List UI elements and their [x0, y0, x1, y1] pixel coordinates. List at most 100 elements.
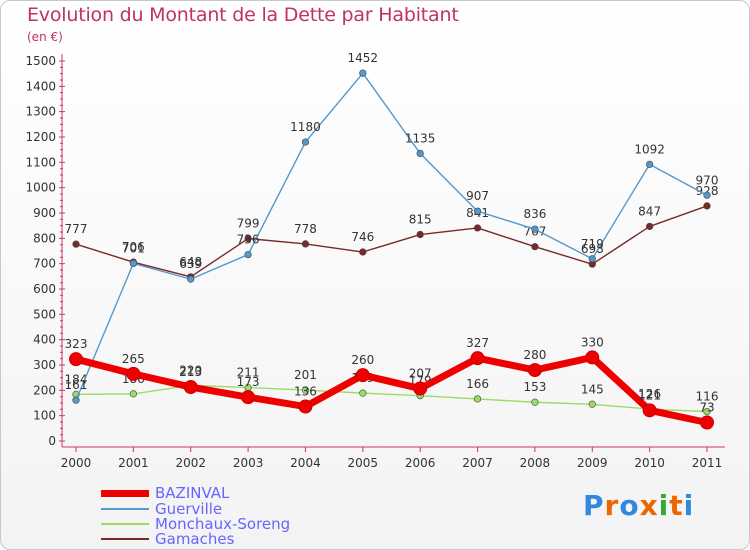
data-point-guerville	[244, 250, 252, 259]
data-point-gamaches	[359, 248, 367, 256]
logo-letter: i	[658, 489, 670, 522]
data-point-gamaches	[703, 202, 711, 210]
data-point-monchaux-soreng	[301, 386, 310, 394]
x-tick-label: 2011	[692, 456, 723, 470]
logo-letter: o	[619, 489, 640, 522]
data-label-bazinval: 327	[466, 336, 489, 350]
data-label-gamaches: 928	[696, 184, 719, 198]
data-point-guerville	[301, 138, 310, 146]
data-point-monchaux-soreng	[359, 389, 367, 397]
data-label-monchaux-soreng: 145	[581, 382, 604, 396]
data-label-bazinval: 207	[409, 367, 432, 381]
y-tick-label: 1300	[25, 105, 56, 119]
legend-label-bazinval: BAZINVAL	[155, 484, 230, 502]
y-tick-label: 1000	[25, 181, 56, 195]
data-label-monchaux-soreng: 220	[179, 363, 202, 377]
data-point-gamaches	[646, 222, 654, 231]
legend-swatch-monchaux-soreng	[101, 523, 149, 525]
data-label-monchaux-soreng: 166	[466, 377, 489, 391]
chart-title: Evolution du Montant de la Dette par Hab…	[27, 4, 459, 26]
data-label-gamaches: 815	[409, 213, 432, 227]
data-label-guerville: 736	[237, 233, 260, 247]
data-label-monchaux-soreng: 116	[696, 390, 719, 404]
data-label-monchaux-soreng: 153	[523, 380, 546, 394]
legend-swatch-guerville	[101, 508, 149, 510]
data-label-guerville: 1180	[290, 120, 321, 134]
data-label-guerville: 907	[466, 189, 489, 203]
data-label-gamaches: 847	[638, 204, 661, 218]
data-point-bazinval	[355, 368, 370, 383]
data-label-guerville: 719	[581, 237, 604, 251]
data-point-gamaches	[531, 243, 539, 251]
x-tick-label: 2002	[175, 456, 206, 470]
data-point-bazinval	[470, 351, 485, 366]
y-tick-label: 800	[33, 231, 56, 245]
data-label-guerville: 970	[696, 173, 719, 187]
data-point-guerville	[187, 275, 195, 283]
data-label-bazinval: 213	[179, 365, 202, 379]
x-tick-label: 2005	[348, 456, 379, 470]
logo-letter: t	[669, 489, 684, 522]
data-label-gamaches: 746	[351, 230, 374, 244]
data-label-guerville: 701	[122, 241, 145, 255]
series-line-gamaches	[75, 205, 708, 278]
data-label-guerville: 639	[179, 257, 202, 271]
data-label-gamaches: 799	[237, 217, 260, 231]
data-point-monchaux-soreng	[703, 408, 711, 416]
data-point-bazinval	[183, 380, 198, 395]
x-tick-label: 2008	[520, 456, 551, 470]
x-tick-label: 2007	[462, 456, 493, 470]
data-label-gamaches: 778	[294, 222, 317, 236]
y-tick-label: 500	[33, 307, 56, 321]
x-tick-label: 2003	[233, 456, 264, 470]
data-label-guerville: 1452	[348, 51, 379, 65]
y-tick-label: 600	[33, 282, 56, 296]
logo-letter: x	[639, 489, 659, 522]
data-point-bazinval	[126, 366, 141, 381]
data-point-gamaches	[244, 234, 252, 243]
legend-swatch-bazinval	[101, 490, 149, 497]
data-point-monchaux-soreng	[531, 398, 539, 406]
data-point-monchaux-soreng	[473, 395, 482, 403]
data-label-monchaux-soreng: 201	[294, 368, 317, 382]
logo-letter: r	[604, 489, 620, 522]
data-point-guerville	[646, 160, 654, 168]
data-point-gamaches	[473, 224, 482, 232]
data-point-monchaux-soreng	[588, 400, 596, 408]
data-label-bazinval: 265	[122, 352, 145, 366]
y-tick-label: 900	[33, 206, 56, 220]
data-label-guerville: 836	[523, 207, 546, 221]
data-point-gamaches	[301, 240, 310, 248]
x-tick-label: 2009	[577, 456, 608, 470]
data-point-gamaches	[72, 240, 80, 248]
chart-subtitle: (en €)	[27, 30, 63, 44]
legend-label-gamaches: Gamaches	[155, 530, 235, 548]
data-point-bazinval	[413, 381, 428, 396]
series-line-guerville	[75, 72, 708, 401]
data-point-bazinval	[642, 403, 657, 418]
data-point-guerville	[72, 396, 80, 404]
data-label-gamaches: 706	[122, 240, 145, 254]
data-point-gamaches	[416, 230, 424, 239]
x-tick-label: 2006	[405, 456, 436, 470]
x-tick-label: 2004	[290, 456, 321, 470]
data-point-bazinval	[69, 352, 83, 367]
series-line-monchaux-soreng	[75, 384, 708, 413]
data-point-monchaux-soreng	[129, 390, 137, 398]
data-point-guerville	[473, 207, 482, 215]
data-point-bazinval	[700, 415, 714, 430]
data-point-bazinval	[527, 363, 542, 378]
data-label-gamaches: 777	[65, 222, 88, 236]
legend-label-guerville: Guerville	[155, 500, 223, 518]
legend-label-monchaux-soreng: Monchaux-Soreng	[155, 515, 291, 533]
data-label-bazinval: 121	[638, 388, 661, 402]
data-point-bazinval	[585, 350, 600, 365]
y-tick-label: 400	[33, 333, 56, 347]
data-point-guerville	[531, 225, 539, 233]
data-label-monchaux-soreng: 184	[65, 372, 88, 386]
logo-letter: i	[683, 489, 695, 522]
legend-swatch-gamaches	[101, 538, 149, 540]
data-point-guerville	[359, 69, 367, 77]
